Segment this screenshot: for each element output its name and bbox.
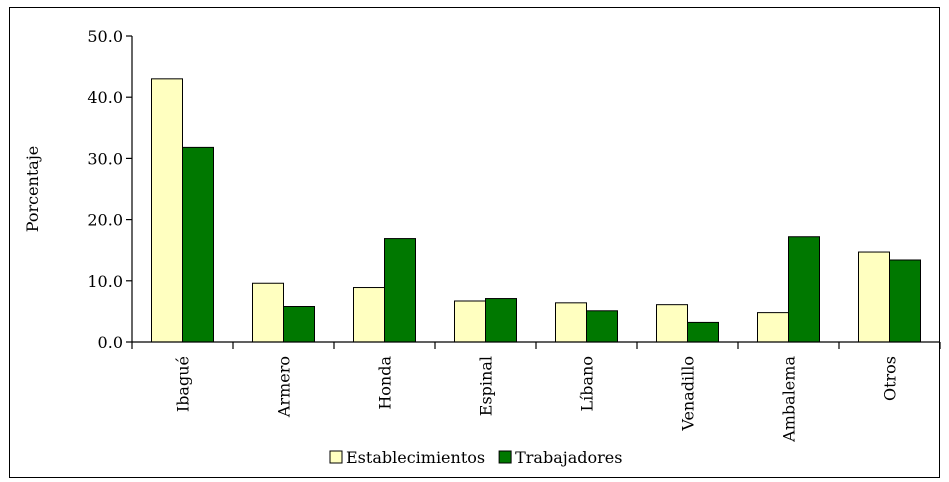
bar-trabajadores-0 xyxy=(182,146,214,343)
legend-label-trabajadores: Trabajadores xyxy=(515,448,622,467)
bar-trabajadores-2 xyxy=(384,238,416,343)
bar-trabajadores-5 xyxy=(687,321,719,343)
legend-swatch-trabajadores xyxy=(498,450,512,464)
y-tick-labels: 0.0 10.0 20.0 30.0 40.0 50.0 xyxy=(87,27,123,352)
y-tick-label: 20.0 xyxy=(87,211,123,230)
y-tick-label: 30.0 xyxy=(87,149,123,168)
legend: Establecimientos Trabajadores xyxy=(329,448,622,467)
x-tick-labels: Ibagué Armero Honda Espinal Líbano Venadillo A… xyxy=(174,356,900,443)
axes-group xyxy=(126,35,941,349)
bar-establecimientos-3 xyxy=(454,300,486,343)
y-tick-label: 40.0 xyxy=(87,88,123,107)
x-tick-label: Espinal xyxy=(477,356,496,416)
x-tick-label: Ambalema xyxy=(780,356,799,443)
bar-establecimientos-1 xyxy=(252,282,284,343)
bars-group xyxy=(151,78,921,343)
bar-trabajadores-3 xyxy=(485,298,517,343)
bar-establecimientos-6 xyxy=(757,312,789,343)
bar-establecimientos-4 xyxy=(555,302,587,343)
x-tick-label: Venadillo xyxy=(679,356,698,432)
legend-label-establecimientos: Establecimientos xyxy=(346,448,485,467)
x-tick-label: Otros xyxy=(881,356,900,401)
x-tick-label: Ibagué xyxy=(174,356,193,412)
bar-establecimientos-0 xyxy=(151,78,183,343)
legend-swatch-establecimientos xyxy=(329,450,343,464)
x-tick-label: Líbano xyxy=(578,356,597,411)
bar-establecimientos-5 xyxy=(656,304,688,343)
x-tick-label: Armero xyxy=(275,356,294,418)
x-tick-label: Honda xyxy=(376,356,395,410)
y-tick-label: 0.0 xyxy=(98,333,123,352)
y-axis-title: Porcentaje xyxy=(23,146,42,233)
bar-establecimientos-2 xyxy=(353,287,385,343)
bar-trabajadores-4 xyxy=(586,310,618,343)
bar-trabajadores-1 xyxy=(283,306,315,343)
y-tick-label: 50.0 xyxy=(87,27,123,46)
y-tick-label: 10.0 xyxy=(87,272,123,291)
bar-trabajadores-7 xyxy=(889,259,921,343)
bar-trabajadores-6 xyxy=(788,236,820,343)
bar-establecimientos-7 xyxy=(858,251,890,343)
